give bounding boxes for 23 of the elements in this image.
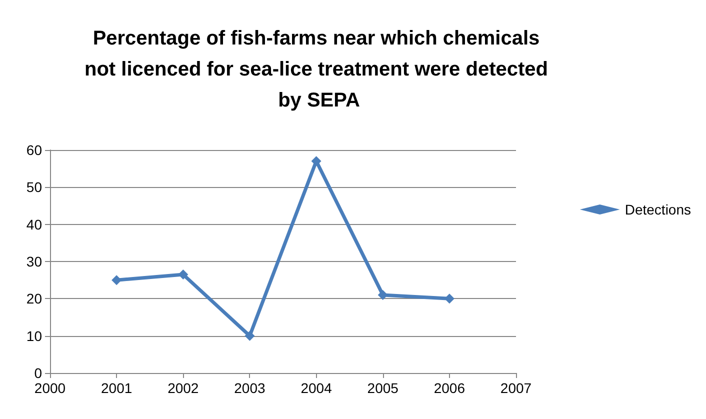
point [112,275,122,286]
x-tick-label: 2000 [34,380,66,396]
point [311,156,322,166]
x-tick-label: 2005 [367,380,399,396]
y-tick-label: 50 [26,179,42,196]
chart-title: Percentage of fish-farms near which chemicals not licenced for sea-lice treatment were detected by SEPA [84,28,554,112]
x-tick-label: 2006 [434,380,466,396]
y-tick-label: 30 [26,254,42,270]
y-tick-label: 10 [26,328,42,344]
x-tick-label: 2007 [500,380,532,396]
x-tick-label: 2001 [100,380,132,396]
y-tick-label: 0 [34,365,42,381]
y-tick-label: 40 [26,216,42,232]
point [244,330,255,341]
y-tick-label: 60 [26,142,42,158]
y-tick-label: 20 [26,290,42,307]
x-tick-label: 2002 [168,380,199,396]
x-tick-label: 2004 [300,380,332,396]
point [444,294,454,304]
point [178,270,188,280]
legend-label: Detections [624,202,692,218]
x-tick-label: 2003 [234,380,266,396]
point [378,290,388,300]
